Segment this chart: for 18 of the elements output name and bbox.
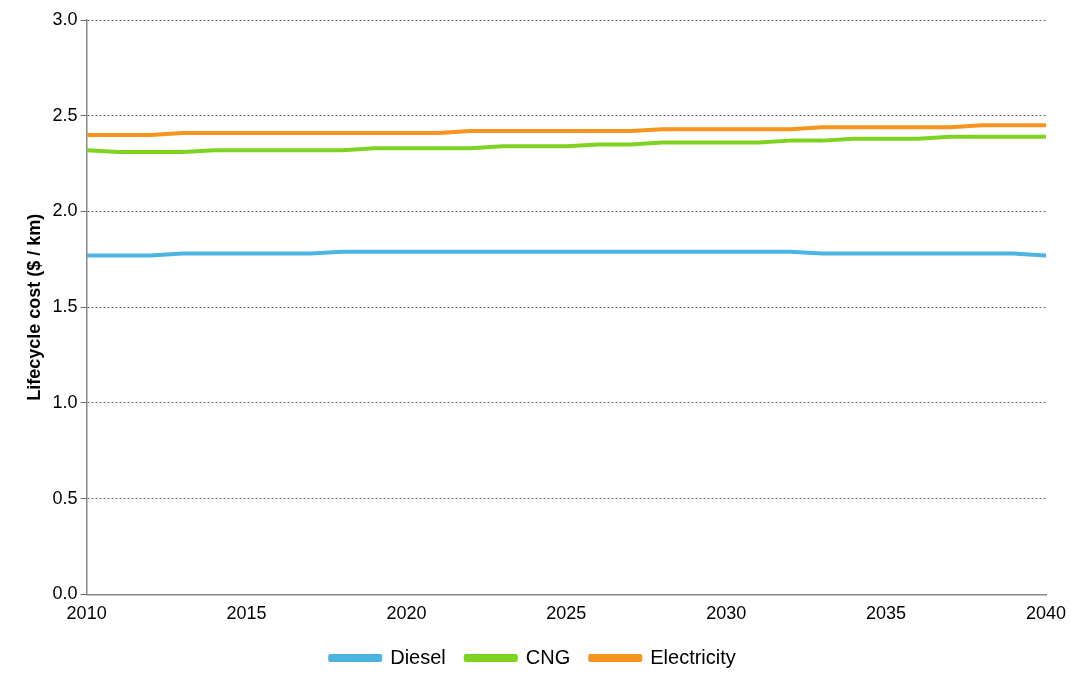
y-tick-label: 1.5 xyxy=(52,296,78,317)
legend-label: CNG xyxy=(525,645,571,668)
x-tick-label: 2015 xyxy=(226,603,267,624)
x-tick-label: 2010 xyxy=(66,603,107,624)
y-tick-label: 0.0 xyxy=(52,583,78,604)
legend-label: Electricity xyxy=(650,645,736,668)
y-tick-label: 2.5 xyxy=(52,104,78,125)
y-tick-label: 0.5 xyxy=(52,487,78,508)
y-tick-label: 1.0 xyxy=(52,391,78,412)
y-tick-label: 3.0 xyxy=(52,8,78,29)
y-axis-title: Lifecycle cost ($ / km) xyxy=(23,213,44,401)
x-tick-label: 2035 xyxy=(866,603,907,624)
x-tick-label: 2040 xyxy=(1025,603,1067,624)
x-tick-label: 2020 xyxy=(386,603,427,624)
x-tick-label: 2030 xyxy=(706,603,747,624)
y-tick-label: 2.0 xyxy=(52,200,78,221)
x-tick-label: 2025 xyxy=(546,603,587,624)
legend-label: Diesel xyxy=(390,645,446,668)
